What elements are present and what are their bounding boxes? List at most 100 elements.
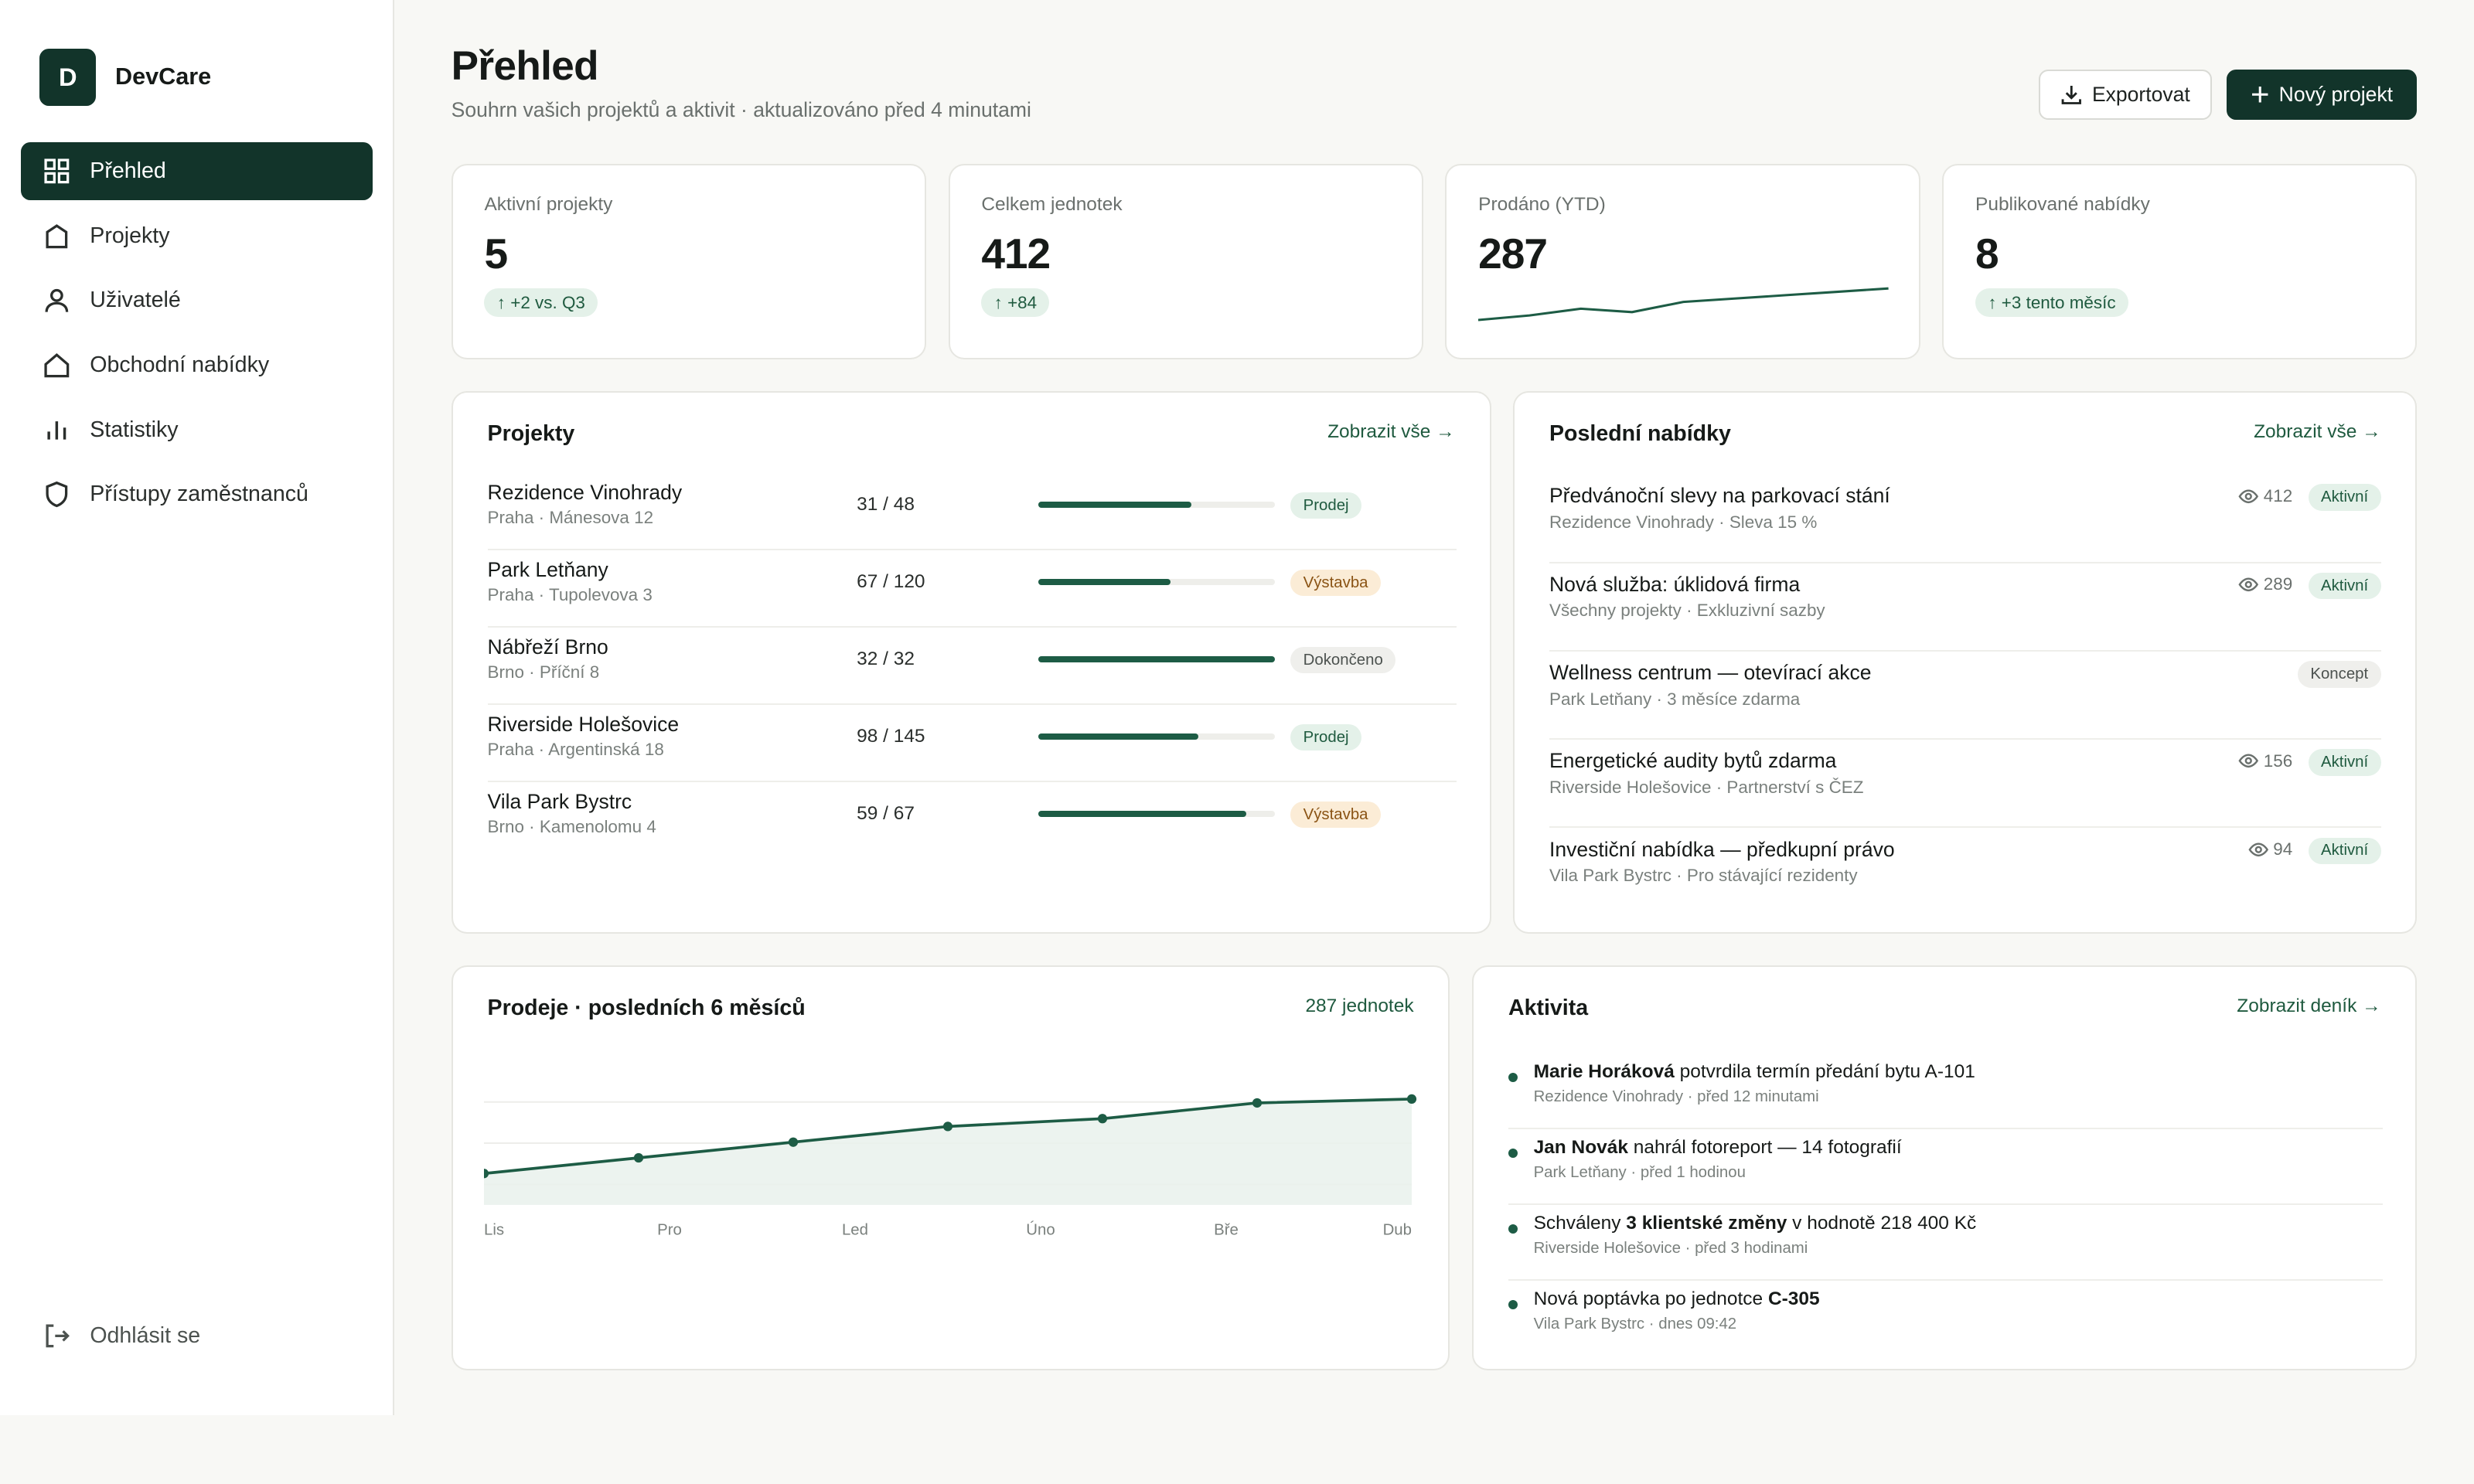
offer-title: Wellness centrum — otevírací akce: [1549, 661, 1872, 685]
sidebar-item-prehled[interactable]: Přehled: [20, 141, 373, 201]
project-row[interactable]: Nábřeží Brno Brno · Příční 8 32 / 32 Dokonč…: [487, 628, 1457, 706]
house-icon: [44, 352, 70, 378]
project-status-badge: Výstavba: [1290, 801, 1381, 829]
kpi-badge: ↑ +2 vs. Q3: [484, 288, 598, 318]
project-row[interactable]: Riverside Holešovice Praha · Argentinská …: [487, 705, 1457, 783]
offer-row[interactable]: Nová služba: úklidová firma Všechny proje…: [1549, 563, 2381, 652]
activity-text: Schváleny 3 klientské změny v hodnotě 21…: [1534, 1213, 1977, 1234]
chart-area: [484, 1099, 1412, 1206]
sidebar-item-label: Přehled: [90, 158, 166, 183]
chart-point: [634, 1153, 644, 1163]
offer-views-count: 289: [2263, 574, 2293, 594]
logout-label: Odhlásit se: [90, 1323, 201, 1349]
project-status-badge: Výstavba: [1290, 569, 1381, 597]
kpi-badge: ↑ +84: [981, 288, 1050, 318]
sidebar-item-label: Projekty: [90, 223, 170, 248]
kpi-label: Celkem jednotek: [981, 193, 1123, 215]
brand-name: DevCare: [114, 63, 212, 90]
sales-chart-card: Prodeje · posledních 6 měsíců 287 jednot…: [451, 965, 1450, 1371]
project-location: Praha · Argentinská 18: [487, 740, 664, 760]
offer-title: Investiční nabídka — předkupní právo: [1549, 837, 1895, 861]
project-name: Riverside Holešovice: [487, 713, 680, 737]
activity-text-prefix: Schváleny: [1533, 1213, 1627, 1234]
sidebar-item-pristupy-zamestnancu[interactable]: Přístupy zaměstnanců: [21, 465, 373, 524]
sidebar-item-label: Uživatelé: [90, 288, 181, 313]
activity-text: Nová poptávka po jednotce C-305: [1534, 1288, 1820, 1310]
offer-row[interactable]: Energetické audity bytů zdarma Riverside …: [1549, 740, 2381, 829]
activity-text-prefix: Nová poptávka po jednotce: [1533, 1288, 1768, 1310]
eye-icon: [2238, 577, 2259, 591]
activity-card: Aktivita Zobrazit deník → Marie Horáková…: [1472, 965, 2418, 1371]
projects-view-all-link[interactable]: Zobrazit vše →: [1327, 420, 1455, 442]
activity-text: Marie Horáková potvrdila termín předání …: [1534, 1061, 1975, 1083]
offer-row[interactable]: Předvánoční slevy na parkovací stání Rezi…: [1549, 475, 2381, 563]
activity-log-link[interactable]: Zobrazit deník →: [2237, 995, 2381, 1016]
kpi-value: 5: [484, 229, 508, 277]
offer-subtitle: Vila Park Bystrc · Pro stávající reziden…: [1549, 866, 1858, 886]
brand[interactable]: D DevCare: [39, 49, 212, 106]
offer-views: 94: [2248, 839, 2292, 860]
kpi-card-sold-ytd: Prodáno (YTD) 287: [1445, 164, 1920, 360]
sidebar-item-obchodni-nabidky[interactable]: Obchodní nabídky: [21, 336, 373, 395]
logout-button[interactable]: Odhlásit se: [43, 1322, 200, 1350]
offers-view-all-link[interactable]: Zobrazit vše →: [2254, 420, 2381, 442]
project-status-badge: Prodej: [1290, 723, 1361, 751]
project-name: Rezidence Vinohrady: [487, 481, 683, 505]
project-location: Brno · Příční 8: [487, 662, 600, 682]
chart-x-tick-label: Led: [842, 1222, 868, 1239]
project-row[interactable]: Rezidence Vinohrady Praha · Mánesova 12 31…: [487, 473, 1457, 551]
project-location: Praha · Tupolevova 3: [487, 585, 653, 605]
chart-x-tick-label: Pro: [658, 1222, 683, 1239]
project-progress-fill: [1038, 810, 1247, 818]
offers-card: Poslední nabídky Zobrazit vše → Předváno…: [1513, 391, 2418, 934]
offer-row[interactable]: Investiční nabídka — předkupní právo Vila…: [1549, 828, 2381, 916]
project-units: 32 / 32: [857, 648, 915, 669]
offer-row[interactable]: Wellness centrum — otevírací akce Park Le…: [1549, 652, 2381, 740]
project-progress-fill: [1038, 578, 1171, 586]
activity-item[interactable]: Nová poptávka po jednotce C-305 Vila Park…: [1508, 1281, 2383, 1356]
kpi-card-published-offers: Publikované nabídky 8 ↑ +3 tento měsíc: [1942, 164, 2418, 360]
chart-point: [1407, 1094, 1417, 1104]
eye-icon-shape: [2238, 577, 2259, 591]
project-progress-bar: [1038, 655, 1275, 663]
eye-icon-pupil: [2254, 846, 2262, 853]
activity-item[interactable]: Jan Novák nahrál fotoreport — 14 fotogra…: [1508, 1129, 2383, 1206]
sidebar-item-projekty[interactable]: Projekty: [21, 206, 373, 265]
offer-status-badge: Koncept: [2298, 661, 2381, 688]
sales-total: 287 jednotek: [1305, 995, 1414, 1016]
kpi-card-active-projects: Aktivní projekty 5 ↑ +2 vs. Q3: [451, 164, 926, 360]
project-progress-bar: [1038, 501, 1275, 509]
offer-title: Předvánoční slevy na parkovací stání: [1549, 484, 1890, 508]
activity-dot: [1508, 1072, 1518, 1082]
export-button[interactable]: Exportovat: [2038, 69, 2213, 121]
eye-icon-pupil: [2244, 580, 2253, 588]
activity-meta: Park Letňany · před 1 hodinou: [1533, 1164, 1746, 1182]
activity-dot: [1508, 1224, 1518, 1234]
projects-card: Projekty Zobrazit vše → Rezidence Vinohr…: [451, 391, 1491, 934]
chart-x-tick-label: Lis: [484, 1222, 504, 1239]
offer-views-count: 156: [2263, 751, 2293, 771]
project-row[interactable]: Vila Park Bystrc Brno · Kamenolomu 4 59 / …: [488, 782, 1457, 859]
activity-item[interactable]: Marie Horáková potvrdila termín předání …: [1508, 1053, 2383, 1130]
projects-title: Projekty: [487, 420, 575, 446]
sidebar-item-uzivatele[interactable]: Uživatelé: [21, 271, 373, 330]
activity-item[interactable]: Schváleny 3 klientské změny v hodnotě 21…: [1508, 1205, 2383, 1281]
chart-point: [789, 1137, 799, 1148]
offer-views: 156: [2238, 751, 2292, 771]
offer-status-badge: Aktivní: [2308, 837, 2381, 865]
activity-text-rest: v hodnotě 218 400 Kč: [1787, 1213, 1977, 1234]
sidebar-item-label: Statistiky: [90, 417, 179, 442]
eye-icon: [2238, 488, 2259, 503]
project-row[interactable]: Park Letňany Praha · Tupolevova 3 67 / 120…: [487, 550, 1457, 628]
project-units: 98 / 145: [857, 725, 925, 747]
eye-icon-pupil: [2244, 492, 2253, 500]
eye-icon-shape: [2238, 488, 2259, 503]
sidebar-item-statistiky[interactable]: Statistiky: [21, 400, 373, 459]
bar-chart-icon: [47, 420, 66, 440]
export-label: Exportovat: [2091, 82, 2190, 106]
activity-meta: Vila Park Bystrc · dnes 09:42: [1533, 1315, 1737, 1333]
activity-dot: [1508, 1148, 1518, 1158]
new-project-button[interactable]: Nový projekt: [2226, 69, 2418, 121]
brand-logo: D: [39, 49, 97, 106]
kpi-value: 8: [1975, 229, 1999, 277]
